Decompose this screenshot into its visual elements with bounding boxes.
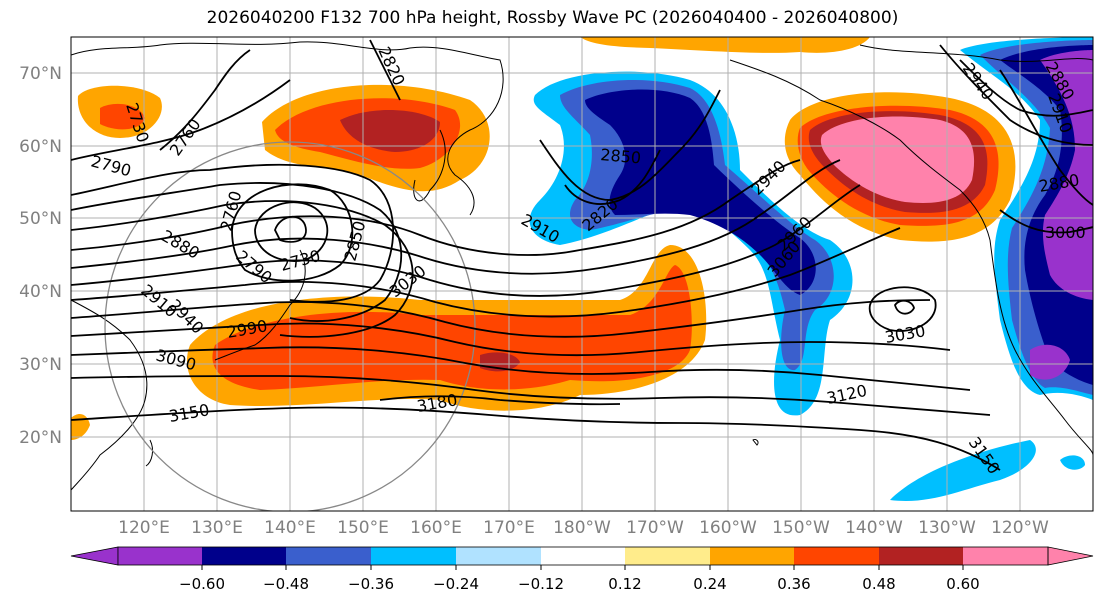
positive-anomaly-orangered-west xyxy=(100,103,145,130)
lat-label-70n: 70°N xyxy=(19,64,62,84)
colorbar-swatch xyxy=(963,547,1048,565)
negative-anomaly-navy-pacific xyxy=(585,89,816,295)
lat-label-40n: 40°N xyxy=(19,282,62,302)
lon-label-130w: 130°W xyxy=(918,518,976,538)
great-circle-outline xyxy=(104,141,476,511)
contour-2910 xyxy=(71,159,801,256)
map-frame xyxy=(70,36,1094,512)
contour-2790-north xyxy=(71,79,291,161)
colorbar-tick-label: 0.36 xyxy=(777,575,810,593)
colorbar-swatch xyxy=(879,547,963,565)
colorbar-tick-label: 0.12 xyxy=(608,575,641,593)
colorbar-tick-label: −0.36 xyxy=(348,575,394,593)
positive-anomaly-orangered-jet xyxy=(212,265,692,390)
contour-2820 xyxy=(71,163,394,303)
contour-2820-pacific xyxy=(564,149,661,205)
longitude-labels: 120°E 130°E 140°E 150°E 160°E 170°E 180°… xyxy=(118,518,1049,538)
colorbar-tick-label: 0.24 xyxy=(693,575,726,593)
colorbar-swatch xyxy=(286,547,371,565)
colorbar-swatch xyxy=(710,547,794,565)
colorbar-frame xyxy=(117,546,1049,566)
positive-anomaly-pink-east xyxy=(820,116,975,203)
contour-2760-low xyxy=(254,201,329,262)
colorbar-tick-label: 0.48 xyxy=(862,575,895,593)
contour-2850 xyxy=(71,182,402,322)
negative-anomaly-purple-east-south xyxy=(1030,344,1070,380)
contour-2820-north xyxy=(369,39,401,101)
colorbar-swatch xyxy=(371,547,456,565)
lon-label-160e: 160°E xyxy=(410,518,462,538)
colorbar-tick-label: −0.60 xyxy=(179,575,225,593)
negative-anomaly-sky-dot xyxy=(1060,455,1085,470)
lon-label-130e: 130°E xyxy=(191,518,243,538)
lon-label-150e: 150°E xyxy=(337,518,389,538)
contour-3000 xyxy=(71,227,901,318)
height-contours xyxy=(71,39,1093,471)
lon-label-150w: 150°W xyxy=(772,518,830,538)
contour-3000-east xyxy=(999,209,1093,234)
contour-2850-pacific xyxy=(539,89,721,201)
coastline-taiwan xyxy=(145,439,154,467)
lon-label-120e: 120°E xyxy=(118,518,170,538)
coastline-kamchatka xyxy=(413,129,446,202)
contour-2880-east xyxy=(999,69,1093,206)
lat-label-60n: 60°N xyxy=(19,137,62,157)
map-panel: 2730 2760 2790 2820 2760 2790 2730 2850 … xyxy=(71,37,1093,511)
contour-3030-high xyxy=(894,299,915,315)
lat-label-50n: 50°N xyxy=(19,209,62,229)
coastline-asia-north xyxy=(71,41,504,216)
latitude-labels: 70°N 60°N 50°N 40°N 30°N 20°N xyxy=(19,64,62,448)
lon-label-170w: 170°W xyxy=(626,518,684,538)
positive-anomaly-firebrick-north xyxy=(340,110,440,152)
colorbar-swatch xyxy=(625,547,710,565)
lon-label-120w: 120°W xyxy=(991,518,1049,538)
contour-label: 2850 xyxy=(600,145,642,167)
colorbar-swatch xyxy=(541,547,625,565)
graticule xyxy=(71,37,1093,511)
coastline-north-america xyxy=(989,239,1093,456)
contour-3120 xyxy=(71,375,991,416)
contour-3180 xyxy=(379,395,621,406)
contour-2760-north xyxy=(159,49,251,151)
contour-2970 xyxy=(71,184,861,297)
contour-label: 3000 xyxy=(1045,223,1086,242)
lon-label-170e: 170°E xyxy=(483,518,535,538)
lon-label-140w: 140°W xyxy=(845,518,903,538)
colorbar-extend-low xyxy=(70,546,119,566)
contour-3030 xyxy=(71,299,931,338)
colorbar-tick-label: −0.48 xyxy=(263,575,309,593)
lon-label-160w: 160°W xyxy=(699,518,757,538)
negative-anomaly-sky-southeast xyxy=(890,440,1036,501)
coastline-alaska xyxy=(729,59,991,241)
contour-2910-east xyxy=(959,59,1093,117)
colorbar-swatch xyxy=(456,547,541,565)
contour-3150 xyxy=(71,406,1001,471)
lon-label-180w: 180°W xyxy=(553,518,611,538)
lat-label-20n: 20°N xyxy=(19,428,62,448)
coastline-arctic xyxy=(859,44,1093,62)
contour-2730-low xyxy=(274,216,307,243)
colorbar-tick-label: −0.24 xyxy=(433,575,479,593)
colorbar: −0.60 −0.48 −0.36 −0.24 −0.12 0.12 0.24 … xyxy=(70,546,1094,593)
coastline-china xyxy=(71,299,148,491)
colorbar-extend-high xyxy=(1047,546,1094,566)
contour-2940 xyxy=(71,159,841,275)
colorbar-tick-label: −0.12 xyxy=(518,575,564,593)
contour-3000-high xyxy=(868,286,937,332)
contour-2940-east xyxy=(939,44,1093,146)
colorbar-swatch xyxy=(794,547,879,565)
colorbar-swatch xyxy=(202,547,286,565)
coastline-hawaii xyxy=(752,439,759,446)
positive-anomaly-orange-top xyxy=(580,37,870,53)
lon-label-140e: 140°E xyxy=(264,518,316,538)
colorbar-swatch xyxy=(118,547,202,565)
colorbar-tick-label: 0.60 xyxy=(946,575,979,593)
lat-label-30n: 30°N xyxy=(19,355,62,375)
map-title: 2026040200 F132 700 hPa height, Rossby W… xyxy=(206,8,899,28)
contour-3090 xyxy=(71,346,971,391)
contour-3060 xyxy=(71,322,951,357)
